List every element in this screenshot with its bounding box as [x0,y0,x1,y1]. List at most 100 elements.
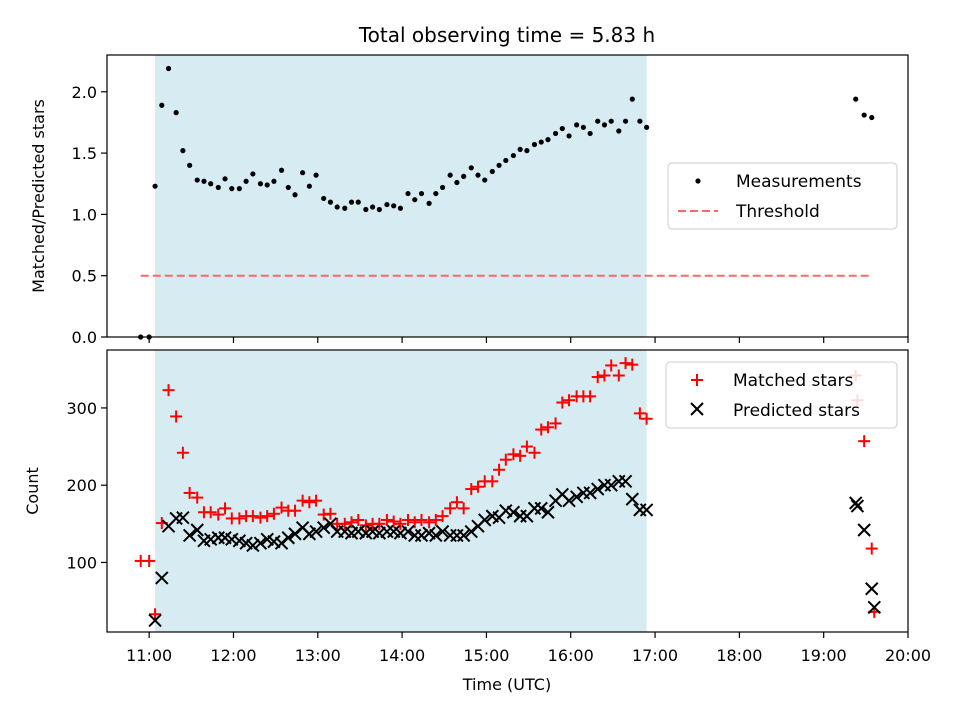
legend-predicted-marker [690,402,704,416]
matched-star-point [267,507,280,520]
matched-star-point [408,516,421,529]
predicted-star-point [591,482,605,496]
measurement-point [559,125,565,132]
top-panel: 0.00.51.01.52.0 Matched/Predicted stars … [29,54,909,347]
predicted-star-point [316,520,331,535]
measurement-point [418,190,425,197]
measurement-point [194,177,200,183]
matched-star-point [605,359,618,372]
measurement-point [439,184,446,191]
x-tick-label: 12:00 [210,646,256,665]
matched-star-point [541,421,554,434]
predicted-star-point [281,531,295,545]
measurement-point [180,148,186,154]
predicted-star-point [865,582,879,596]
measurement-point [306,183,312,189]
y-tick-label: 100 [66,553,97,572]
matched-star-point [246,510,259,523]
matched-star-point [176,446,189,459]
predicted-star-point [562,493,576,508]
chart-title: Total observing time = 5.83 h [358,23,655,47]
measurement-point [482,177,488,183]
predicted-star-point [429,528,443,543]
measurement-point [173,110,179,116]
measurement-point [524,148,530,154]
measurement-point [566,133,572,139]
matched-star-point [275,501,288,514]
measurement-point [384,201,390,208]
measurement-point [629,96,635,102]
matched-star-point [633,407,646,420]
matched-star-point [380,513,393,526]
y-tick-label: 2.0 [72,83,97,102]
matched-star-point [444,502,457,515]
measurement-point [433,190,439,197]
predicted-star-point [541,505,555,519]
predicted-star-point [857,523,871,537]
measurement-point [853,96,859,102]
matched-star-point [520,440,533,453]
matched-star-point [619,357,632,370]
measurement-point [271,178,277,184]
measurement-point [622,118,629,124]
matched-star-point [359,519,372,532]
measurement-point [580,124,586,130]
matched-star-point [556,396,569,409]
matched-star-point [212,508,225,521]
matched-star-point [626,358,639,371]
measurement-point [342,205,348,211]
matched-star-point [191,491,204,504]
predicted-star-point [534,501,548,516]
x-tick-label: 20:00 [885,646,931,665]
measurement-point [637,118,643,124]
matched-star-point [310,494,323,507]
predicted-star-point [625,492,639,506]
matched-star-point [289,504,302,517]
matched-star-point [143,554,156,567]
measurement-point [327,199,334,205]
measurement-point [292,192,298,198]
measurement-point [187,162,193,168]
matched-star-point [219,502,232,515]
x-tick-label: 11:00 [126,646,172,665]
bottom-y-axis-label: Count [23,467,42,515]
measurement-point [601,122,608,128]
x-tick-label: 13:00 [295,646,341,665]
measurement-point [363,206,369,213]
predicted-star-point [148,613,162,628]
matched-star-point [507,448,520,461]
predicted-star-points [148,474,881,628]
matched-star-point [324,507,337,520]
measurement-point [861,112,867,118]
predicted-star-point [506,505,521,519]
matched-star-point [429,513,442,526]
measurement-point [334,204,340,210]
x-axis-label: Time (UTC) [462,675,551,694]
predicted-star-point [639,503,654,517]
x-tick-label: 15:00 [463,646,509,665]
measurement-point [412,197,418,203]
matched-star-point [261,510,274,523]
legend-threshold-label: Threshold [735,202,820,222]
predicted-star-point [253,536,268,550]
predicted-star-point [867,600,881,614]
matched-star-point [612,369,625,382]
measurement-point [278,167,285,173]
measurement-point [510,152,517,159]
predicted-star-point [309,524,323,539]
measurement-point [215,184,221,191]
y-tick-label: 0.5 [72,267,97,286]
bottom-x-ticks: 11:00 12:00 13:00 14:00 15:00 16:00 17:00 18:00… [126,632,931,665]
matched-star-point [471,480,484,493]
bottom-axes-frame [106,349,909,633]
measurement-point [285,184,291,191]
measurement-point [468,165,474,171]
measurement-point [300,170,306,176]
matched-star-point [162,384,175,397]
matched-star-point [514,449,527,462]
top-x-ticks [148,337,909,343]
measurement-point [152,183,158,189]
measurement-point [250,171,256,177]
matched-star-point [549,417,562,430]
matched-star-point [373,517,386,530]
